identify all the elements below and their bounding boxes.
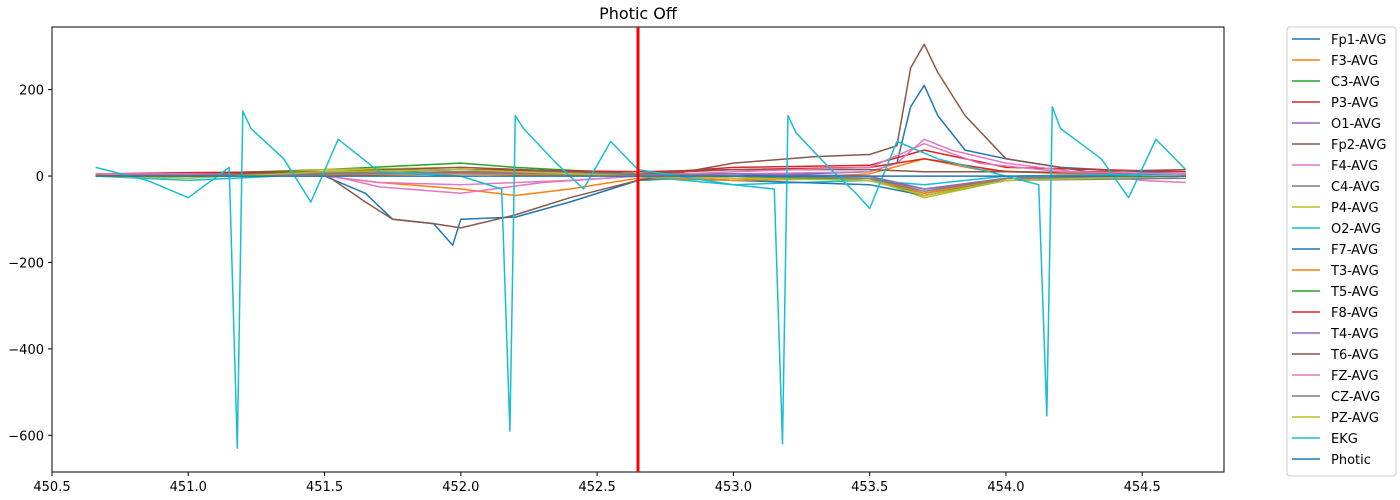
- y-axis: 200 0 −200 −400 −600: [8, 84, 52, 444]
- y-tick-label: 200: [19, 84, 44, 99]
- legend-label: C4-AVG: [1331, 180, 1380, 195]
- legend-label: CZ-AVG: [1331, 390, 1380, 405]
- legend-label: F7-AVG: [1331, 243, 1378, 258]
- legend-label: O2-AVG: [1331, 222, 1381, 237]
- series-line-f4-avg: [95, 138, 1186, 195]
- x-tick-label: 452.5: [579, 480, 616, 495]
- legend-label: T4-AVG: [1330, 327, 1379, 342]
- x-tick-label: 453.5: [851, 480, 888, 495]
- legend-label: PZ-AVG: [1331, 411, 1379, 426]
- y-tick-label: −200: [8, 256, 44, 271]
- series-line-fp2-avg: [95, 43, 1186, 229]
- chart-title: Photic Off: [599, 4, 678, 23]
- legend-label: Photic: [1331, 453, 1371, 468]
- legend-label: T5-AVG: [1330, 285, 1379, 300]
- y-tick-label: −400: [8, 343, 44, 358]
- legend-label: EKG: [1331, 432, 1358, 447]
- legend-label: P3-AVG: [1331, 96, 1379, 111]
- x-tick-label: 452.0: [442, 480, 479, 495]
- x-tick-label: 451.5: [306, 480, 343, 495]
- legend-label: Fp1-AVG: [1331, 33, 1386, 48]
- series-layer: [95, 43, 1187, 449]
- x-tick-label: 450.5: [33, 480, 70, 495]
- legend-label: C3-AVG: [1331, 75, 1380, 90]
- y-tick-label: 0: [36, 170, 44, 185]
- legend-label: O1-AVG: [1331, 117, 1381, 132]
- legend-label: T6-AVG: [1330, 348, 1379, 363]
- x-axis: 450.5 451.0 451.5 452.0 452.5 453.0 453.5 454.0…: [33, 472, 1161, 495]
- legend-label: Fp2-AVG: [1331, 138, 1386, 153]
- legend-label: F3-AVG: [1331, 54, 1378, 69]
- legend-label: F4-AVG: [1331, 159, 1378, 174]
- legend: Fp1-AVG F3-AVG C3-AVG P3-AVG O1-AVG Fp2-AVG F4…: [1286, 26, 1397, 477]
- x-tick-label: 451.0: [170, 480, 207, 495]
- y-tick-label: −600: [8, 429, 44, 444]
- x-tick-label: 453.0: [715, 480, 752, 495]
- legend-label: FZ-AVG: [1331, 369, 1379, 384]
- legend-frame: [1286, 26, 1397, 477]
- legend-label: P4-AVG: [1331, 201, 1379, 216]
- series-line-o2-avg: [95, 170, 1186, 186]
- series-line-ekg: [95, 106, 1187, 449]
- x-tick-label: 454.5: [1124, 480, 1161, 495]
- series-line-t6-avg: [95, 166, 1186, 177]
- legend-label: T3-AVG: [1330, 264, 1379, 279]
- plot-area: [51, 26, 1225, 473]
- legend-label: F8-AVG: [1331, 306, 1378, 321]
- x-tick-label: 454.0: [987, 480, 1024, 495]
